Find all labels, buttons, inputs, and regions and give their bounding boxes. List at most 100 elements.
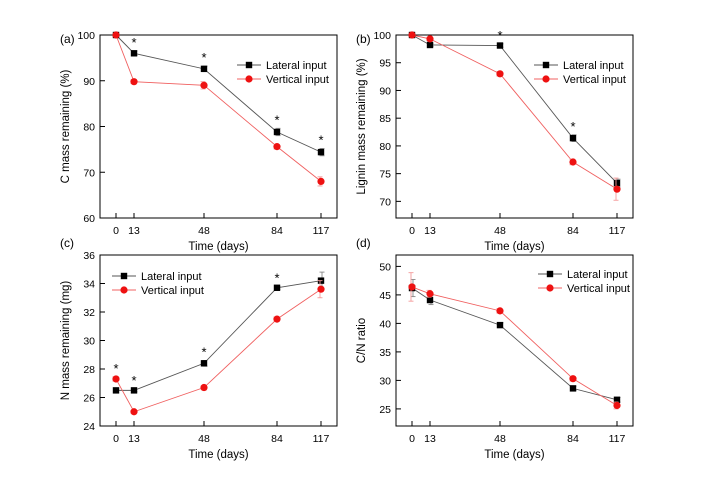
x-tick-label: 13 — [128, 225, 140, 237]
data-point-vertical — [408, 31, 416, 39]
x-tick-label: 48 — [198, 225, 210, 237]
y-axis-title: Lignin mass remaining (%) — [356, 58, 368, 194]
legend-marker-lateral — [245, 61, 253, 69]
panel-label: (a) — [60, 32, 75, 46]
plot-frame — [395, 254, 634, 427]
y-tick-label: 36 — [83, 250, 95, 262]
significance-marker: * — [113, 361, 118, 376]
data-point-vertical — [426, 290, 434, 298]
x-tick-label: 13 — [424, 225, 436, 237]
data-point-lateral — [426, 296, 434, 304]
data-point-lateral — [496, 321, 504, 329]
panel-label: (d) — [356, 236, 371, 250]
data-point-vertical — [569, 375, 577, 383]
plot-frame — [99, 254, 338, 427]
plot-frame — [395, 34, 634, 219]
panel-c: (c) 24 26 28 30 32 34 36 0 13 48 84 117 Time (days) N … — [60, 236, 338, 461]
legend-label: Lateral input — [141, 271, 202, 283]
data-point-vertical — [613, 185, 621, 193]
y-tick-label: 30 — [379, 375, 391, 387]
legend-marker-vertical — [546, 284, 554, 292]
y-tick-label: 90 — [83, 76, 95, 88]
significance-marker: * — [274, 112, 279, 127]
y-axis-title: N mass remaining (mg) — [60, 281, 72, 401]
y-tick-label: 26 — [83, 393, 95, 405]
legend-marker-lateral — [546, 270, 554, 278]
significance-marker: * — [131, 35, 136, 50]
legend-label: Vertical input — [567, 283, 630, 295]
legend-marker-lateral — [542, 61, 550, 69]
x-tick-label: 0 — [113, 433, 119, 445]
legend-marker-vertical — [120, 286, 128, 294]
legend-label: Vertical input — [266, 74, 329, 86]
data-point-vertical — [408, 283, 416, 291]
y-tick-label: 70 — [83, 167, 95, 179]
data-point-lateral — [130, 387, 138, 394]
significance-marker: * — [201, 50, 206, 65]
data-point-vertical — [496, 307, 504, 315]
x-tick-label: 117 — [609, 433, 626, 445]
y-tick-label: 32 — [83, 307, 95, 319]
legend-label: Lateral input — [266, 60, 327, 72]
significance-marker: * — [201, 344, 206, 359]
y-tick-label: 25 — [379, 404, 391, 416]
x-tick-label: 117 — [609, 225, 626, 237]
data-point-lateral — [317, 148, 325, 156]
series-line-vertical — [115, 288, 322, 413]
y-tick-label: 70 — [379, 196, 391, 208]
y-tick-label: 28 — [83, 364, 95, 376]
data-point-vertical — [613, 401, 621, 410]
data-point-lateral — [273, 284, 281, 291]
data-point-vertical — [112, 31, 120, 39]
x-tick-label: 84 — [271, 225, 283, 237]
x-tick-label: 13 — [424, 433, 436, 445]
y-tick-label: 24 — [83, 421, 95, 433]
x-axis-title: Time (days) — [188, 241, 248, 253]
series-line-lateral — [115, 34, 322, 153]
series-line-vertical — [115, 34, 322, 182]
x-tick-label: 84 — [567, 225, 579, 237]
x-axis-title: Time (days) — [484, 449, 544, 461]
x-axis-title: Time (days) — [188, 449, 248, 461]
x-tick-label: 48 — [198, 433, 210, 445]
x-tick-label: 0 — [409, 433, 415, 445]
y-tick-label: 40 — [379, 318, 391, 330]
x-tick-label: 84 — [271, 433, 283, 445]
y-tick-label: 95 — [379, 58, 391, 70]
y-tick-label: 100 — [77, 30, 95, 42]
x-tick-label: 117 — [313, 225, 330, 237]
data-point-lateral — [200, 65, 208, 73]
data-point-lateral — [112, 387, 120, 394]
legend-marker-lateral — [120, 272, 128, 280]
x-tick-label: 48 — [494, 225, 506, 237]
x-tick-label: 0 — [409, 225, 415, 237]
data-point-vertical — [569, 158, 577, 166]
legend-label: Lateral input — [567, 269, 628, 281]
data-point-vertical — [273, 315, 281, 323]
data-point-lateral — [613, 396, 621, 403]
y-tick-label: 90 — [379, 85, 391, 97]
data-point-vertical — [200, 383, 208, 392]
significance-marker: * — [318, 132, 323, 147]
panel-label: (c) — [60, 236, 74, 250]
legend-label: Lateral input — [563, 60, 624, 72]
x-tick-label: 48 — [494, 433, 506, 445]
y-tick-label: 80 — [83, 122, 95, 134]
y-tick-label: 45 — [379, 290, 391, 302]
data-point-vertical — [317, 177, 325, 185]
x-tick-label: 84 — [567, 433, 579, 445]
y-tick-label: 30 — [83, 336, 95, 348]
panel-b: (b) 70 75 80 85 90 95 100 0 13 48 84 117 Time (days) L… — [356, 28, 634, 253]
data-point-vertical — [273, 143, 281, 151]
y-tick-label: 60 — [83, 213, 95, 225]
series-line-lateral — [411, 287, 618, 401]
panel-label: (b) — [356, 32, 371, 46]
y-axis-title: C mass remaining (%) — [60, 69, 72, 183]
data-point-lateral — [496, 42, 504, 49]
data-point-vertical — [496, 70, 504, 78]
panel-d: (d) 25 30 35 40 45 50 0 13 48 84 117 Time (days) C/N … — [356, 236, 634, 461]
data-point-vertical — [130, 408, 138, 416]
y-tick-label: 35 — [379, 347, 391, 359]
y-tick-label: 85 — [379, 113, 391, 125]
